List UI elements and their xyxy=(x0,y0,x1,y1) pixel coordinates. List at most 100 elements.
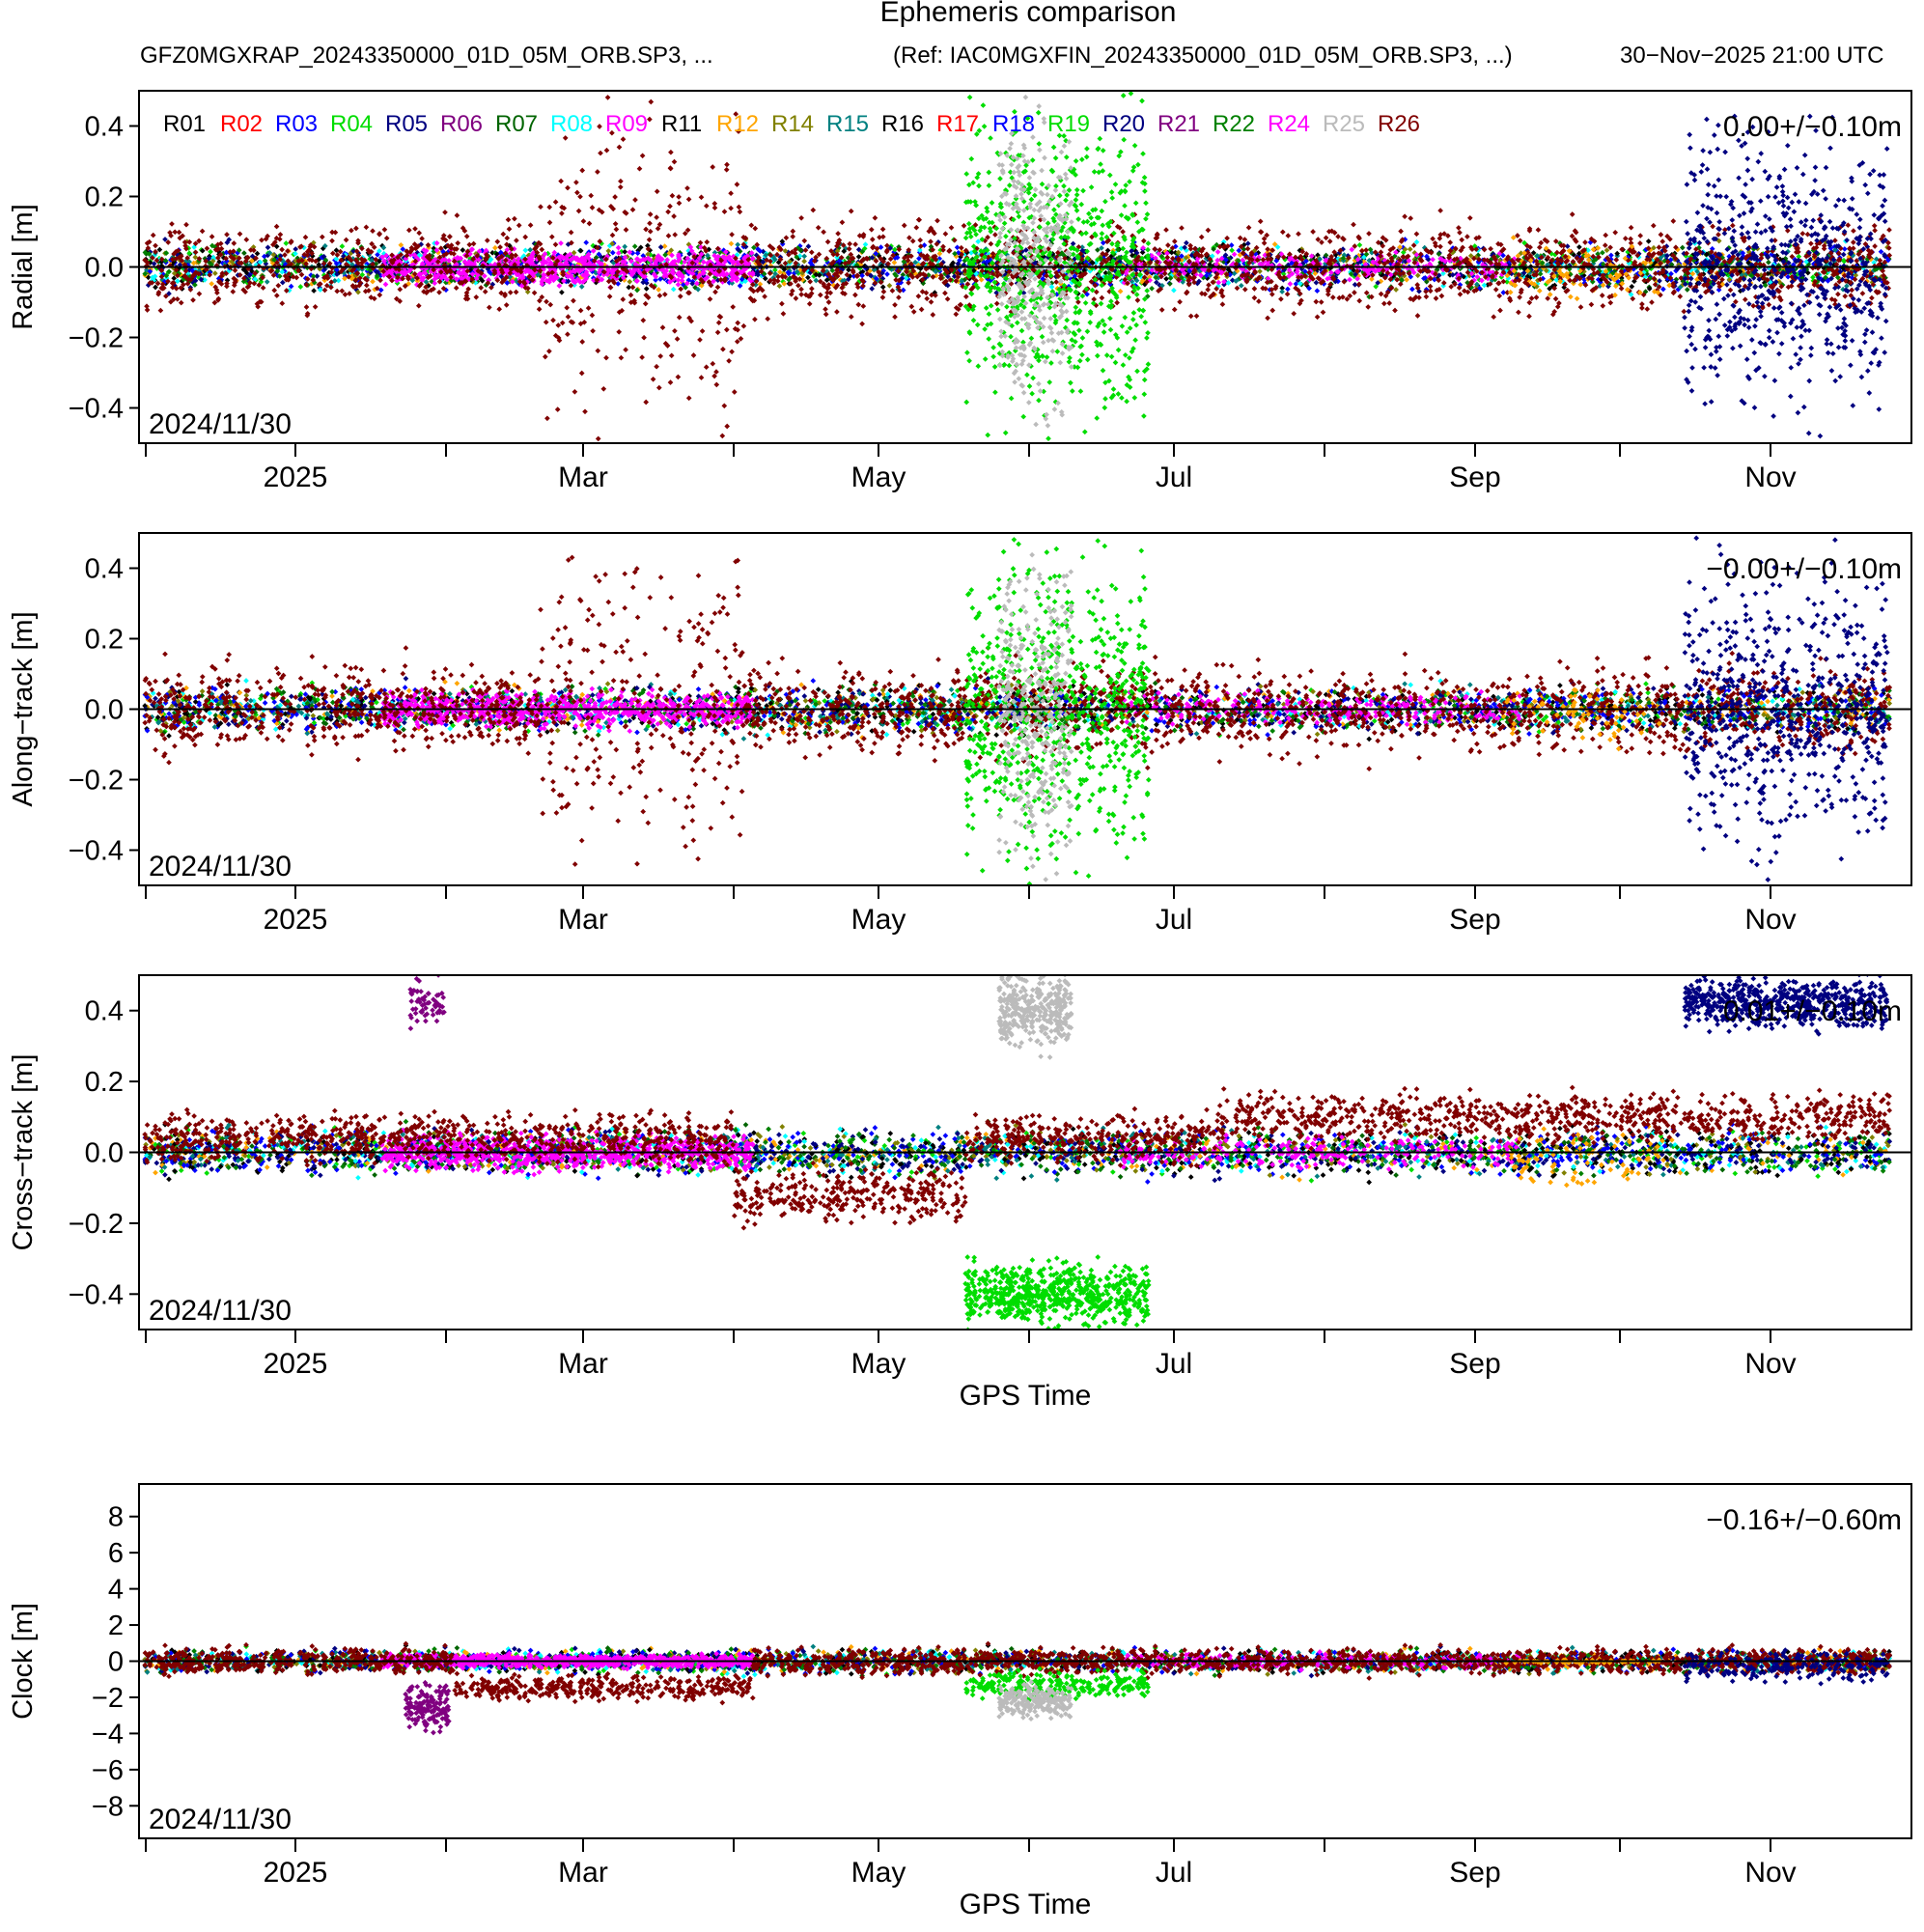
data-point xyxy=(1715,232,1721,238)
data-point xyxy=(1351,221,1356,228)
data-point xyxy=(772,266,778,273)
data-point xyxy=(1500,278,1507,285)
data-point xyxy=(1849,287,1855,294)
data-point xyxy=(382,281,389,288)
data-point xyxy=(1352,281,1358,288)
data-point xyxy=(1398,228,1404,235)
data-point xyxy=(241,250,247,256)
data-point xyxy=(643,286,650,292)
data-point xyxy=(1841,246,1848,252)
data-point xyxy=(1437,208,1443,213)
data-point xyxy=(801,258,807,265)
data-point xyxy=(891,260,898,266)
data-point xyxy=(1285,233,1292,238)
data-point xyxy=(171,275,178,282)
data-point xyxy=(721,209,728,215)
data-point xyxy=(1257,218,1264,225)
data-point xyxy=(918,306,925,313)
data-point xyxy=(657,353,664,359)
data-point xyxy=(1356,297,1363,304)
data-point xyxy=(806,300,813,307)
data-point xyxy=(578,370,585,377)
data-point xyxy=(622,248,628,255)
data-point xyxy=(1356,241,1363,248)
data-point xyxy=(846,266,851,273)
data-point xyxy=(212,270,218,276)
data-point xyxy=(603,147,610,154)
data-point xyxy=(879,284,886,291)
data-point xyxy=(765,316,771,322)
data-point xyxy=(329,238,335,244)
data-point xyxy=(546,219,553,226)
data-point xyxy=(370,278,376,285)
data-point xyxy=(1273,258,1280,264)
data-point xyxy=(1547,286,1552,292)
data-point xyxy=(1810,274,1816,281)
data-point xyxy=(1766,259,1771,266)
data-point xyxy=(1323,252,1329,259)
data-point xyxy=(616,328,623,335)
data-point xyxy=(1645,238,1652,244)
data-point xyxy=(405,227,412,234)
data-point xyxy=(552,241,559,248)
data-point xyxy=(1607,299,1614,306)
data-point xyxy=(729,232,735,238)
data-point xyxy=(558,178,564,184)
data-point xyxy=(578,284,585,290)
data-point xyxy=(156,246,163,253)
data-point xyxy=(684,185,690,191)
data-point xyxy=(496,306,503,313)
data-point xyxy=(626,284,632,291)
data-point xyxy=(798,214,804,221)
data-point xyxy=(671,158,678,165)
data-point xyxy=(1796,253,1802,260)
data-point xyxy=(668,149,674,155)
data-point xyxy=(823,294,830,300)
data-point xyxy=(264,279,270,285)
data-point xyxy=(776,283,783,290)
data-point xyxy=(546,348,552,354)
data-point xyxy=(1799,231,1806,237)
data-point xyxy=(609,232,616,238)
data-point xyxy=(1378,291,1384,297)
data-point xyxy=(1280,270,1287,277)
data-point xyxy=(801,253,808,260)
data-point xyxy=(512,215,517,222)
data-point xyxy=(855,254,862,260)
data-point xyxy=(917,237,924,243)
data-point xyxy=(1581,276,1588,283)
data-point xyxy=(1117,288,1124,294)
data-point xyxy=(916,255,922,262)
data-point xyxy=(1677,294,1684,299)
data-point xyxy=(607,284,614,291)
data-point xyxy=(543,319,549,325)
data-point xyxy=(377,287,384,294)
data-point xyxy=(1287,281,1294,287)
data-point xyxy=(1491,314,1497,321)
data-point xyxy=(762,275,768,282)
data-point xyxy=(556,283,563,289)
data-point xyxy=(1149,285,1155,292)
data-point xyxy=(1167,281,1173,287)
data-point xyxy=(1329,294,1336,300)
data-point xyxy=(615,281,622,287)
data-point xyxy=(565,331,571,338)
data-point xyxy=(1872,243,1878,249)
data-point xyxy=(442,210,448,215)
data-point xyxy=(196,291,203,297)
data-point xyxy=(1500,290,1507,295)
data-point xyxy=(737,209,743,215)
data-point xyxy=(752,225,759,232)
data-point xyxy=(780,311,787,317)
data-point xyxy=(690,352,697,358)
data-point xyxy=(311,288,317,294)
data-point xyxy=(1533,294,1540,300)
data-point xyxy=(1409,286,1415,293)
data-point xyxy=(629,207,636,213)
data-point xyxy=(1229,247,1235,254)
data-point xyxy=(186,250,192,257)
data-point xyxy=(1430,256,1436,263)
data-point xyxy=(901,222,907,229)
data-point xyxy=(1576,244,1582,250)
data-point xyxy=(370,228,376,235)
